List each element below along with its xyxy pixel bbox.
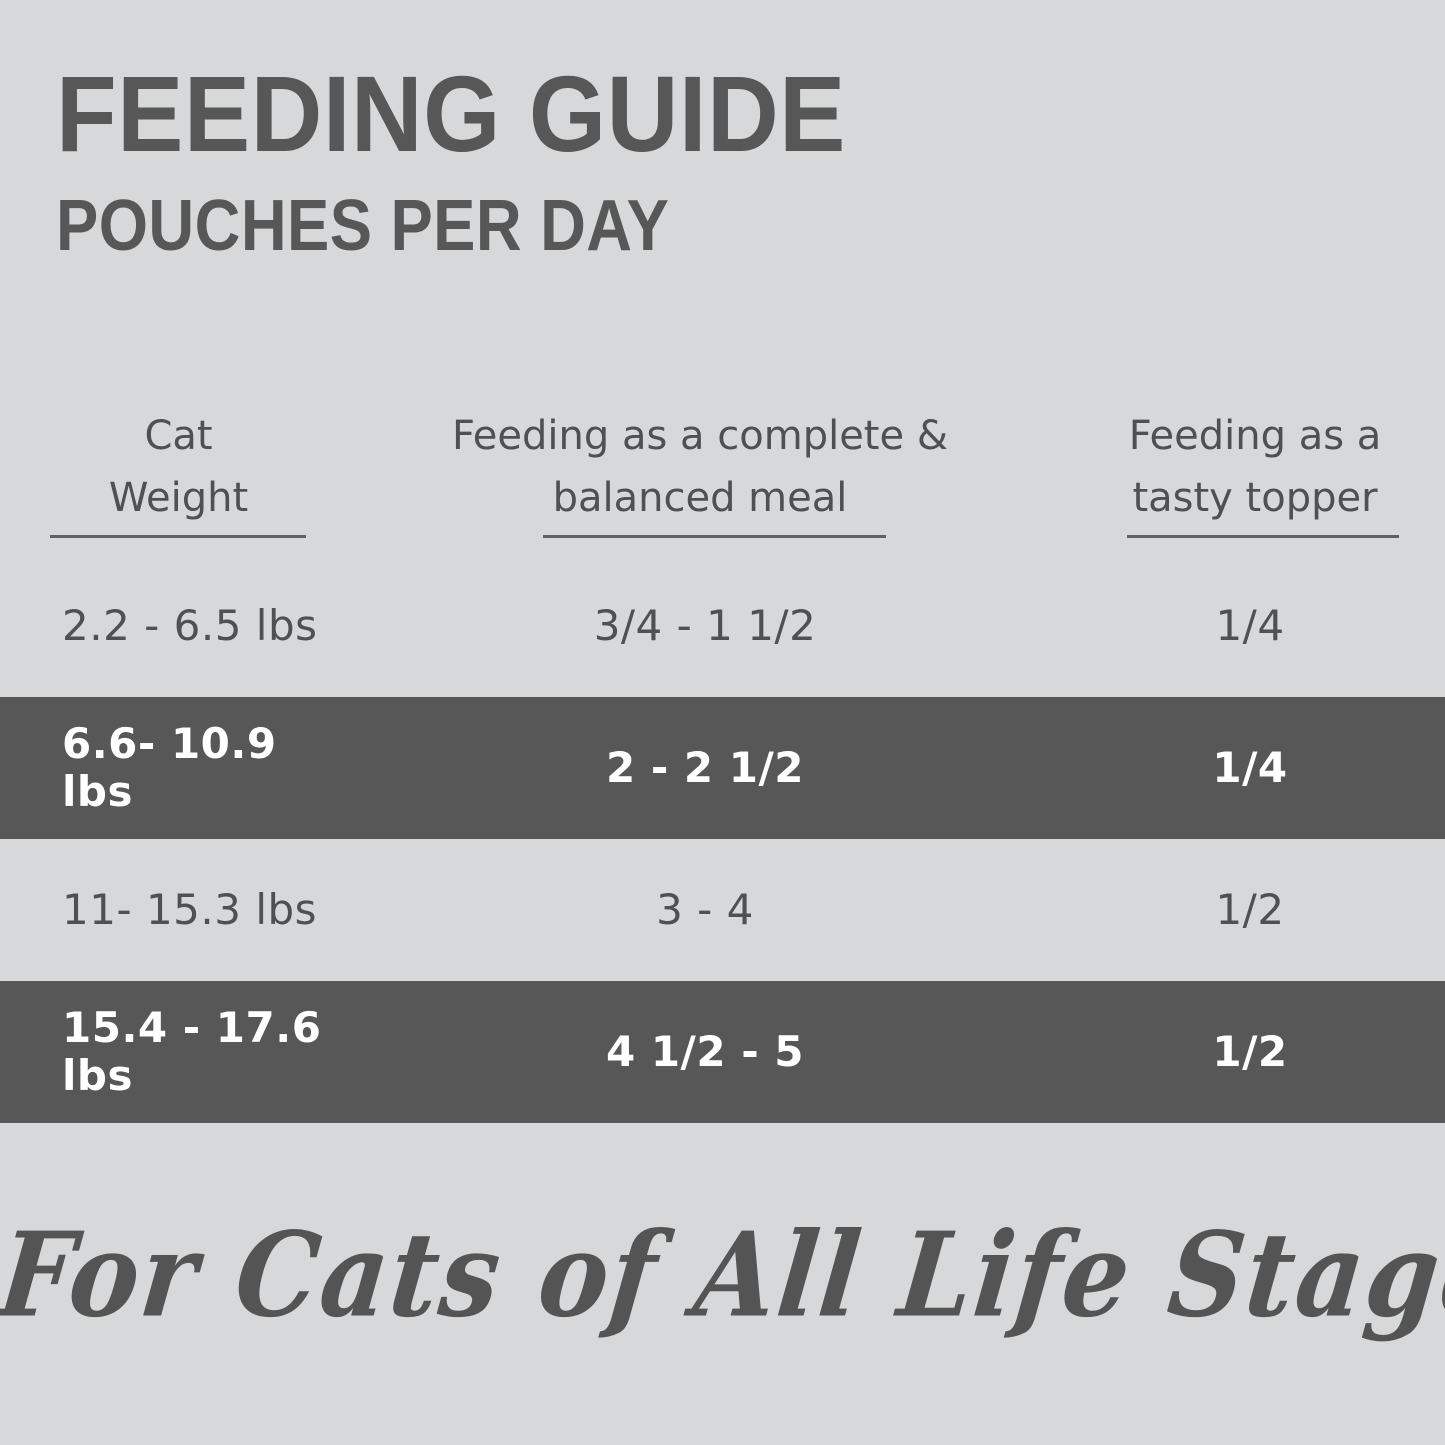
table-row: 2.2 - 6.5 lbs 3/4 - 1 1/2 1/4: [0, 555, 1445, 697]
page-title: FEEDING GUIDE: [56, 53, 846, 174]
balanced-meal-value: 3/4 - 1 1/2: [593, 601, 817, 650]
tasty-topper-value: 1/4: [1212, 743, 1288, 792]
footer-tagline: For Cats of All Life Stages: [0, 1205, 1445, 1344]
balanced-meal-value: 3 - 4: [656, 885, 754, 934]
column-header-line1: Feeding as a: [1128, 413, 1382, 459]
table-header-row: Cat Weight Feeding as a complete & balan…: [0, 405, 1445, 555]
column-header-cat-weight: Cat Weight: [0, 405, 355, 538]
cell-tasty-topper: 1/4: [1055, 602, 1445, 650]
column-header-line2: balanced meal: [552, 475, 848, 521]
cell-tasty-topper: 1/4: [1055, 744, 1445, 792]
feeding-table: Cat Weight Feeding as a complete & balan…: [0, 405, 1445, 1123]
cat-weight-value: 15.4 - 17.6 lbs: [62, 1003, 322, 1100]
column-header-line1: Cat: [144, 413, 213, 459]
cat-weight-value: 11- 15.3 lbs: [62, 885, 318, 934]
tasty-topper-value: 1/4: [1215, 601, 1285, 650]
cell-cat-weight: 6.6- 10.9 lbs: [0, 720, 355, 816]
cat-weight-value: 6.6- 10.9 lbs: [62, 719, 277, 816]
tasty-topper-value: 1/2: [1215, 885, 1285, 934]
column-header-line2: Weight: [108, 475, 249, 521]
header-underline: [1127, 535, 1399, 538]
column-header-line1: Feeding as a complete &: [451, 413, 949, 459]
table-row: 15.4 - 17.6 lbs 4 1/2 - 5 1/2: [0, 981, 1445, 1123]
balanced-meal-value: 4 1/2 - 5: [605, 1027, 805, 1076]
cell-cat-weight: 15.4 - 17.6 lbs: [0, 1004, 355, 1100]
cell-tasty-topper: 1/2: [1055, 886, 1445, 934]
cell-tasty-topper: 1/2: [1055, 1028, 1445, 1076]
cell-cat-weight: 2.2 - 6.5 lbs: [0, 602, 355, 650]
column-header-balanced-meal: Feeding as a complete & balanced meal: [355, 405, 1055, 538]
header-underline: [50, 535, 306, 538]
cell-balanced-meal: 3/4 - 1 1/2: [355, 602, 1055, 650]
column-header-line2: tasty topper: [1132, 475, 1378, 521]
cell-balanced-meal: 4 1/2 - 5: [355, 1028, 1055, 1076]
page-subtitle: POUCHES PER DAY: [56, 186, 670, 266]
cell-balanced-meal: 2 - 2 1/2: [355, 744, 1055, 792]
title-block: FEEDING GUIDE POUCHES PER DAY: [56, 53, 1376, 266]
cat-weight-value: 2.2 - 6.5 lbs: [62, 601, 318, 650]
table-row: 6.6- 10.9 lbs 2 - 2 1/2 1/4: [0, 697, 1445, 839]
column-header-tasty-topper: Feeding as a tasty topper: [1055, 405, 1445, 538]
header-underline: [543, 535, 886, 538]
table-row: 11- 15.3 lbs 3 - 4 1/2: [0, 839, 1445, 981]
tasty-topper-value: 1/2: [1212, 1027, 1288, 1076]
balanced-meal-value: 2 - 2 1/2: [605, 743, 805, 792]
cell-cat-weight: 11- 15.3 lbs: [0, 886, 355, 934]
cell-balanced-meal: 3 - 4: [355, 886, 1055, 934]
